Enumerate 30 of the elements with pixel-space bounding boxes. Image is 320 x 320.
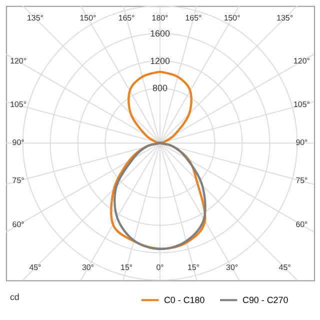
spoke-label: 0° xyxy=(156,262,164,272)
spoke-label: 150° xyxy=(224,13,240,22)
spoke-label: 45° xyxy=(29,262,42,272)
spoke-label: 90° xyxy=(296,138,308,148)
legend-label: C90 - C270 xyxy=(242,295,288,306)
spoke-label: 60° xyxy=(12,220,24,229)
y-tick-label: 800 xyxy=(152,83,168,94)
spoke-label: 165° xyxy=(118,13,135,22)
spoke-label: 135° xyxy=(26,13,44,22)
spoke-label: 105° xyxy=(293,100,310,110)
text: cd xyxy=(10,292,20,302)
spoke-label: 15° xyxy=(120,262,133,272)
spoke-label: 30° xyxy=(226,262,238,272)
spoke-label: 60° xyxy=(296,220,308,229)
spoke-label: 75° xyxy=(296,176,308,186)
spoke-label: 75° xyxy=(12,176,24,186)
spoke-label: 180° xyxy=(152,13,168,22)
spoke-label: 15° xyxy=(187,262,200,272)
spoke-label: 120° xyxy=(10,56,27,66)
spoke-label: 150° xyxy=(80,13,96,22)
y-tick-label: 1600 xyxy=(150,28,170,38)
spoke-label: 135° xyxy=(276,13,294,22)
spoke-label: 165° xyxy=(185,13,202,22)
spoke-label: 120° xyxy=(293,56,310,66)
spoke-label: 90° xyxy=(12,138,24,148)
spoke-label: 45° xyxy=(278,262,291,272)
y-tick-label: 1200 xyxy=(150,56,170,66)
legend-label: C0 - C180 xyxy=(164,295,205,306)
spoke-label: 30° xyxy=(82,262,94,272)
spoke-label: 105° xyxy=(10,100,27,110)
